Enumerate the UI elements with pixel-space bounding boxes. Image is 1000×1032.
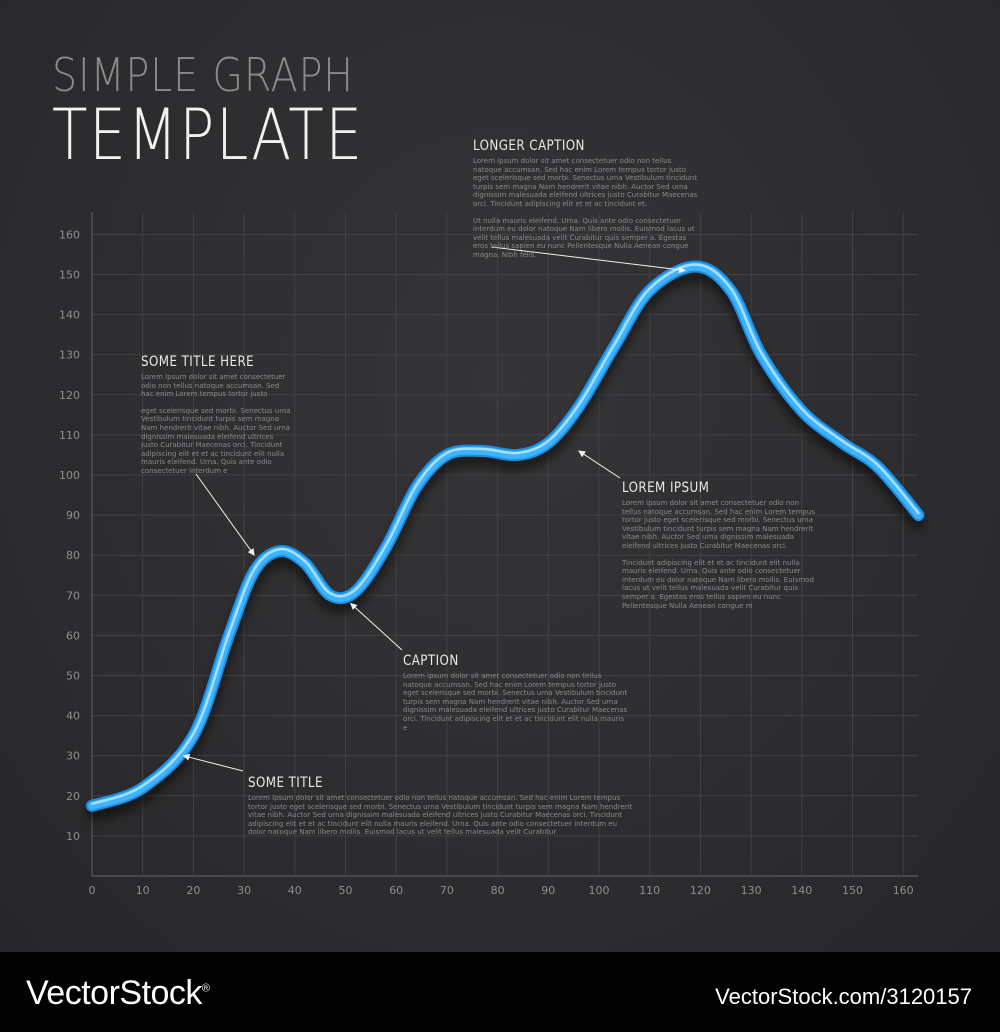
x-tick-label: 120 <box>690 884 711 897</box>
line-chart: 10 20 30 40 50 60 70 80 90 100 110 120 130 140 150 160 0… <box>59 212 925 897</box>
y-tick-label: 60 <box>66 629 80 642</box>
x-tick-label: 30 <box>237 884 251 897</box>
annotation-arrow <box>182 753 244 772</box>
annotation-title: SOME TITLE <box>248 775 323 791</box>
y-tick-label: 30 <box>66 750 80 763</box>
footer-brand-logo[interactable]: VectorStock® <box>26 974 210 1013</box>
annotation-arrow <box>195 473 255 556</box>
annotation-arrow <box>491 246 686 274</box>
series-line-highlight <box>90 263 920 806</box>
x-tick-label: 130 <box>741 884 762 897</box>
annotation-arrow <box>350 602 403 651</box>
y-tick-label: 100 <box>59 469 80 482</box>
x-tick-label: 20 <box>186 884 200 897</box>
x-tick-label: 40 <box>288 884 302 897</box>
x-tick-label: 90 <box>541 884 555 897</box>
x-tick-label: 10 <box>136 884 150 897</box>
annotation-some-title: SOME TITLE Lorem ipsum dolor sit amet co… <box>248 775 636 845</box>
y-tick-label: 120 <box>59 389 80 402</box>
y-tick-label: 40 <box>66 710 80 723</box>
annotation-longer-caption: LONGER CAPTION Lorem ipsum dolor sit ame… <box>473 138 701 268</box>
y-tick-label: 160 <box>59 228 80 241</box>
y-tick-label: 20 <box>66 790 80 803</box>
annotation-title: SOME TITLE HERE <box>141 354 255 370</box>
annotation-title: LOREM IPSUM <box>622 480 710 496</box>
x-tick-label: 100 <box>589 884 610 897</box>
x-tick-label: 50 <box>339 884 353 897</box>
footer-brand-text: VectorStock <box>26 974 202 1012</box>
y-tick-label: 10 <box>66 830 80 843</box>
chart-canvas: SIMPLE GRAPH TEMPLATE 10 20 30 40 50 60 70 80 90… <box>0 0 1000 952</box>
annotation-arrow <box>578 450 621 479</box>
y-tick-label: 90 <box>66 509 80 522</box>
registered-mark: ® <box>201 982 210 995</box>
x-tick-label: 70 <box>440 884 454 897</box>
annotation-paragraph: eget scelerisque sed morbi. Senectus urn… <box>141 406 291 475</box>
annotation-title: CAPTION <box>403 653 459 669</box>
chart-title-line1: SIMPLE GRAPH <box>52 48 354 102</box>
footer-image-id[interactable]: VectorStock.com/3120157 <box>715 984 972 1009</box>
x-tick-label: 140 <box>791 884 812 897</box>
x-tick-label: 150 <box>842 884 863 897</box>
annotation-body: Lorem ipsum dolor sit amet consectetuer … <box>622 499 820 610</box>
annotation-paragraph: Lorem ipsum dolor sit amet consectetuer … <box>473 157 698 208</box>
annotation-paragraph: Ut nulla mauris eleifend. Urna. Quis ant… <box>473 216 695 259</box>
annotation-paragraph: Tincidunt adipiscing elit et et ac tinci… <box>622 558 814 610</box>
annotation-caption: CAPTION Lorem ipsum dolor sit amet conse… <box>403 653 629 740</box>
annotation-paragraph: Lorem ipsum dolor sit amet consectetuer … <box>248 794 633 837</box>
x-tick-label: 160 <box>893 884 914 897</box>
chart-title-line2: TEMPLATE <box>52 94 364 176</box>
y-tick-label: 80 <box>66 549 80 562</box>
y-tick-label: 110 <box>59 429 80 442</box>
x-tick-label: 60 <box>389 884 403 897</box>
annotation-body: Lorem ipsum dolor sit amet consectetuer … <box>141 373 291 476</box>
annotation-body: Lorem ipsum dolor sit amet consectetuer … <box>248 794 636 837</box>
x-tick-label: 80 <box>491 884 505 897</box>
x-tick-label: 110 <box>639 884 660 897</box>
y-tick-label: 50 <box>66 670 80 683</box>
annotation-title: LONGER CAPTION <box>473 138 585 154</box>
annotation-paragraph: Lorem ipsum dolor sit amet consectetuer … <box>141 373 286 399</box>
annotation-body: Lorem ipsum dolor sit amet consectetuer … <box>473 157 701 260</box>
annotation-paragraph: Lorem ipsum dolor sit amet consectetuer … <box>403 672 628 732</box>
y-tick-label: 130 <box>59 349 80 362</box>
y-tick-label: 70 <box>66 589 80 602</box>
annotation-lorem-ipsum: LOREM IPSUM Lorem ipsum dolor sit amet c… <box>622 480 820 618</box>
x-tick-label: 0 <box>89 884 96 897</box>
annotation-paragraph: Lorem ipsum dolor sit amet consectetuer … <box>622 499 815 550</box>
footer-bar: VectorStock® VectorStock.com/3120157 <box>0 952 1000 1032</box>
annotation-body: Lorem ipsum dolor sit amet consectetuer … <box>403 672 629 732</box>
y-tick-label: 150 <box>59 269 80 282</box>
annotation-some-title-here: SOME TITLE HERE Lorem ipsum dolor sit am… <box>141 354 291 484</box>
y-tick-label: 140 <box>59 309 80 322</box>
